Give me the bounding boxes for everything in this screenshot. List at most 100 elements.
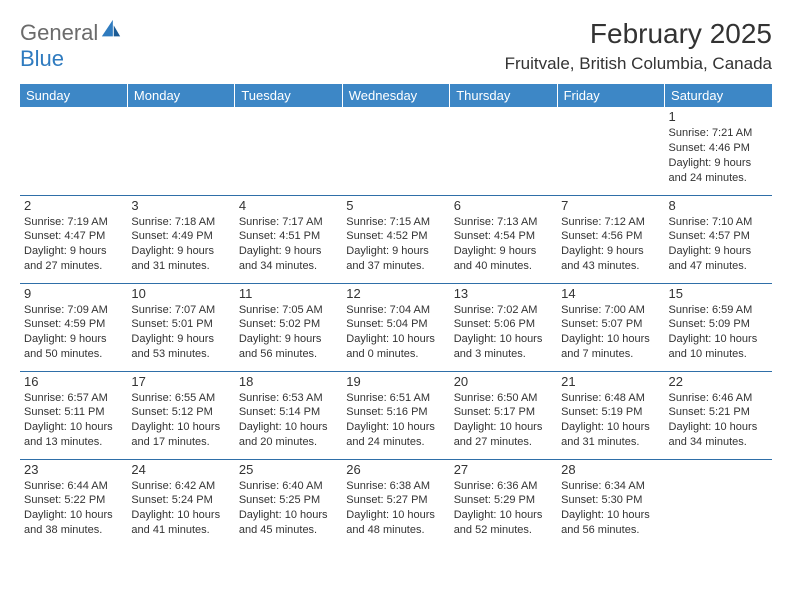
calendar-day-cell: 24 Sunrise: 6:42 AMSunset: 5:24 PMDayligh… <box>127 459 234 547</box>
day-number: 1 <box>669 109 768 124</box>
calendar-day-cell: 12Sunrise: 7:04 AMSunset: 5:04 PMDayligh… <box>342 283 449 371</box>
calendar-day-cell: 19Sunrise: 6:51 AMSunset: 5:16 PMDayligh… <box>342 371 449 459</box>
day-info: Sunrise: 6:50 AMSunset: 5:17 PMDaylight:… <box>454 391 553 450</box>
calendar-day-cell: 10 Sunrise: 7:07 AMSunset: 5:01 PMDayligh… <box>127 283 234 371</box>
calendar-week-row: 1 Sunrise: 7:21 AMSunset: 4:46 PMDaylight… <box>20 107 772 195</box>
day-number: 10 <box>131 286 230 301</box>
weekday-header: Monday <box>127 84 234 107</box>
day-number: 16 <box>24 374 123 389</box>
calendar-day-cell: 11 Sunrise: 7:05 AMSunset: 5:02 PMDayligh… <box>235 283 342 371</box>
day-number: 3 <box>131 198 230 213</box>
day-info: Sunrise: 6:36 AMSunset: 5:29 PMDaylight:… <box>454 479 553 538</box>
calendar-day-cell: 21Sunrise: 6:48 AMSunset: 5:19 PMDayligh… <box>557 371 664 459</box>
day-number: 14 <box>561 286 660 301</box>
calendar-day-cell: 18 Sunrise: 6:53 AMSunset: 5:14 PMDayligh… <box>235 371 342 459</box>
day-number: 24 <box>131 462 230 477</box>
calendar-day-cell: 4Sunrise: 7:17 AMSunset: 4:51 PMDaylight… <box>235 195 342 283</box>
day-number: 27 <box>454 462 553 477</box>
weekday-header: Saturday <box>665 84 772 107</box>
day-info: Sunrise: 7:00 AMSunset: 5:07 PMDaylight:… <box>561 303 660 362</box>
day-number: 26 <box>346 462 445 477</box>
weekday-header: Tuesday <box>235 84 342 107</box>
day-info: Sunrise: 7:15 AMSunset: 4:52 PMDaylight:… <box>346 215 445 274</box>
day-info: Sunrise: 6:46 AMSunset: 5:21 PMDaylight:… <box>669 391 768 450</box>
day-info: Sunrise: 7:21 AMSunset: 4:46 PMDaylight:… <box>669 126 768 185</box>
logo-word-1: General Blue <box>20 18 122 72</box>
calendar-day-cell <box>20 107 127 195</box>
day-number: 22 <box>669 374 768 389</box>
calendar-day-cell: 23 Sunrise: 6:44 AMSunset: 5:22 PMDayligh… <box>20 459 127 547</box>
calendar-day-cell <box>342 107 449 195</box>
calendar-day-cell: 25Sunrise: 6:40 AMSunset: 5:25 PMDayligh… <box>235 459 342 547</box>
calendar-day-cell <box>557 107 664 195</box>
day-info: Sunrise: 7:09 AMSunset: 4:59 PMDaylight:… <box>24 303 123 362</box>
calendar-day-cell: 20Sunrise: 6:50 AMSunset: 5:17 PMDayligh… <box>450 371 557 459</box>
calendar-day-cell <box>235 107 342 195</box>
day-info: Sunrise: 6:55 AMSunset: 5:12 PMDaylight:… <box>131 391 230 450</box>
calendar-week-row: 23 Sunrise: 6:44 AMSunset: 5:22 PMDayligh… <box>20 459 772 547</box>
day-info: Sunrise: 6:53 AMSunset: 5:14 PMDaylight:… <box>239 391 338 450</box>
day-number: 23 <box>24 462 123 477</box>
day-number: 28 <box>561 462 660 477</box>
weekday-header: Sunday <box>20 84 127 107</box>
day-info: Sunrise: 6:44 AMSunset: 5:22 PMDaylight:… <box>24 479 123 538</box>
calendar-day-cell: 28 Sunrise: 6:34 AMSunset: 5:30 PMDayligh… <box>557 459 664 547</box>
calendar-day-cell: 1 Sunrise: 7:21 AMSunset: 4:46 PMDaylight… <box>665 107 772 195</box>
day-number: 9 <box>24 286 123 301</box>
calendar-day-cell: 3 Sunrise: 7:18 AMSunset: 4:49 PMDaylight… <box>127 195 234 283</box>
calendar-body: 1 Sunrise: 7:21 AMSunset: 4:46 PMDaylight… <box>20 107 772 547</box>
calendar-day-cell: 8 Sunrise: 7:10 AMSunset: 4:57 PMDaylight… <box>665 195 772 283</box>
weekday-header: Wednesday <box>342 84 449 107</box>
day-info: Sunrise: 7:04 AMSunset: 5:04 PMDaylight:… <box>346 303 445 362</box>
day-info: Sunrise: 7:07 AMSunset: 5:01 PMDaylight:… <box>131 303 230 362</box>
calendar-table: SundayMondayTuesdayWednesdayThursdayFrid… <box>20 84 772 547</box>
day-number: 13 <box>454 286 553 301</box>
day-info: Sunrise: 6:59 AMSunset: 5:09 PMDaylight:… <box>669 303 768 362</box>
day-info: Sunrise: 7:05 AMSunset: 5:02 PMDaylight:… <box>239 303 338 362</box>
day-info: Sunrise: 6:38 AMSunset: 5:27 PMDaylight:… <box>346 479 445 538</box>
calendar-day-cell <box>127 107 234 195</box>
day-info: Sunrise: 7:10 AMSunset: 4:57 PMDaylight:… <box>669 215 768 274</box>
day-number: 25 <box>239 462 338 477</box>
calendar-week-row: 16 Sunrise: 6:57 AMSunset: 5:11 PMDayligh… <box>20 371 772 459</box>
calendar-day-cell: 2 Sunrise: 7:19 AMSunset: 4:47 PMDaylight… <box>20 195 127 283</box>
day-number: 6 <box>454 198 553 213</box>
location-text: Fruitvale, British Columbia, Canada <box>505 54 772 74</box>
day-info: Sunrise: 6:34 AMSunset: 5:30 PMDaylight:… <box>561 479 660 538</box>
weekday-header: Thursday <box>450 84 557 107</box>
calendar-day-cell: 5Sunrise: 7:15 AMSunset: 4:52 PMDaylight… <box>342 195 449 283</box>
weekday-header: Friday <box>557 84 664 107</box>
day-info: Sunrise: 7:02 AMSunset: 5:06 PMDaylight:… <box>454 303 553 362</box>
day-number: 8 <box>669 198 768 213</box>
day-info: Sunrise: 7:19 AMSunset: 4:47 PMDaylight:… <box>24 215 123 274</box>
day-info: Sunrise: 6:42 AMSunset: 5:24 PMDaylight:… <box>131 479 230 538</box>
calendar-day-cell: 26 Sunrise: 6:38 AMSunset: 5:27 PMDayligh… <box>342 459 449 547</box>
calendar-day-cell: 27 Sunrise: 6:36 AMSunset: 5:29 PMDayligh… <box>450 459 557 547</box>
logo-text-blue: Blue <box>20 46 64 71</box>
day-number: 11 <box>239 286 338 301</box>
calendar-day-cell: 9 Sunrise: 7:09 AMSunset: 4:59 PMDaylight… <box>20 283 127 371</box>
day-number: 7 <box>561 198 660 213</box>
day-number: 21 <box>561 374 660 389</box>
day-info: Sunrise: 7:18 AMSunset: 4:49 PMDaylight:… <box>131 215 230 274</box>
day-info: Sunrise: 7:17 AMSunset: 4:51 PMDaylight:… <box>239 215 338 274</box>
logo-sail-icon <box>100 18 122 40</box>
day-info: Sunrise: 6:57 AMSunset: 5:11 PMDaylight:… <box>24 391 123 450</box>
calendar-day-cell: 16 Sunrise: 6:57 AMSunset: 5:11 PMDayligh… <box>20 371 127 459</box>
calendar-day-cell <box>450 107 557 195</box>
calendar-day-cell: 13 Sunrise: 7:02 AMSunset: 5:06 PMDayligh… <box>450 283 557 371</box>
day-number: 18 <box>239 374 338 389</box>
day-number: 2 <box>24 198 123 213</box>
calendar-week-row: 2 Sunrise: 7:19 AMSunset: 4:47 PMDaylight… <box>20 195 772 283</box>
calendar-day-cell: 7Sunrise: 7:12 AMSunset: 4:56 PMDaylight… <box>557 195 664 283</box>
calendar-day-cell: 15Sunrise: 6:59 AMSunset: 5:09 PMDayligh… <box>665 283 772 371</box>
calendar-header-row: SundayMondayTuesdayWednesdayThursdayFrid… <box>20 84 772 107</box>
month-title: February 2025 <box>505 18 772 50</box>
calendar-day-cell: 17Sunrise: 6:55 AMSunset: 5:12 PMDayligh… <box>127 371 234 459</box>
title-block: February 2025 Fruitvale, British Columbi… <box>505 18 772 74</box>
day-info: Sunrise: 7:13 AMSunset: 4:54 PMDaylight:… <box>454 215 553 274</box>
page-header: General Blue February 2025 Fruitvale, Br… <box>20 18 772 74</box>
logo: General Blue <box>20 18 122 72</box>
calendar-day-cell: 6 Sunrise: 7:13 AMSunset: 4:54 PMDaylight… <box>450 195 557 283</box>
logo-text-general: General <box>20 20 98 45</box>
